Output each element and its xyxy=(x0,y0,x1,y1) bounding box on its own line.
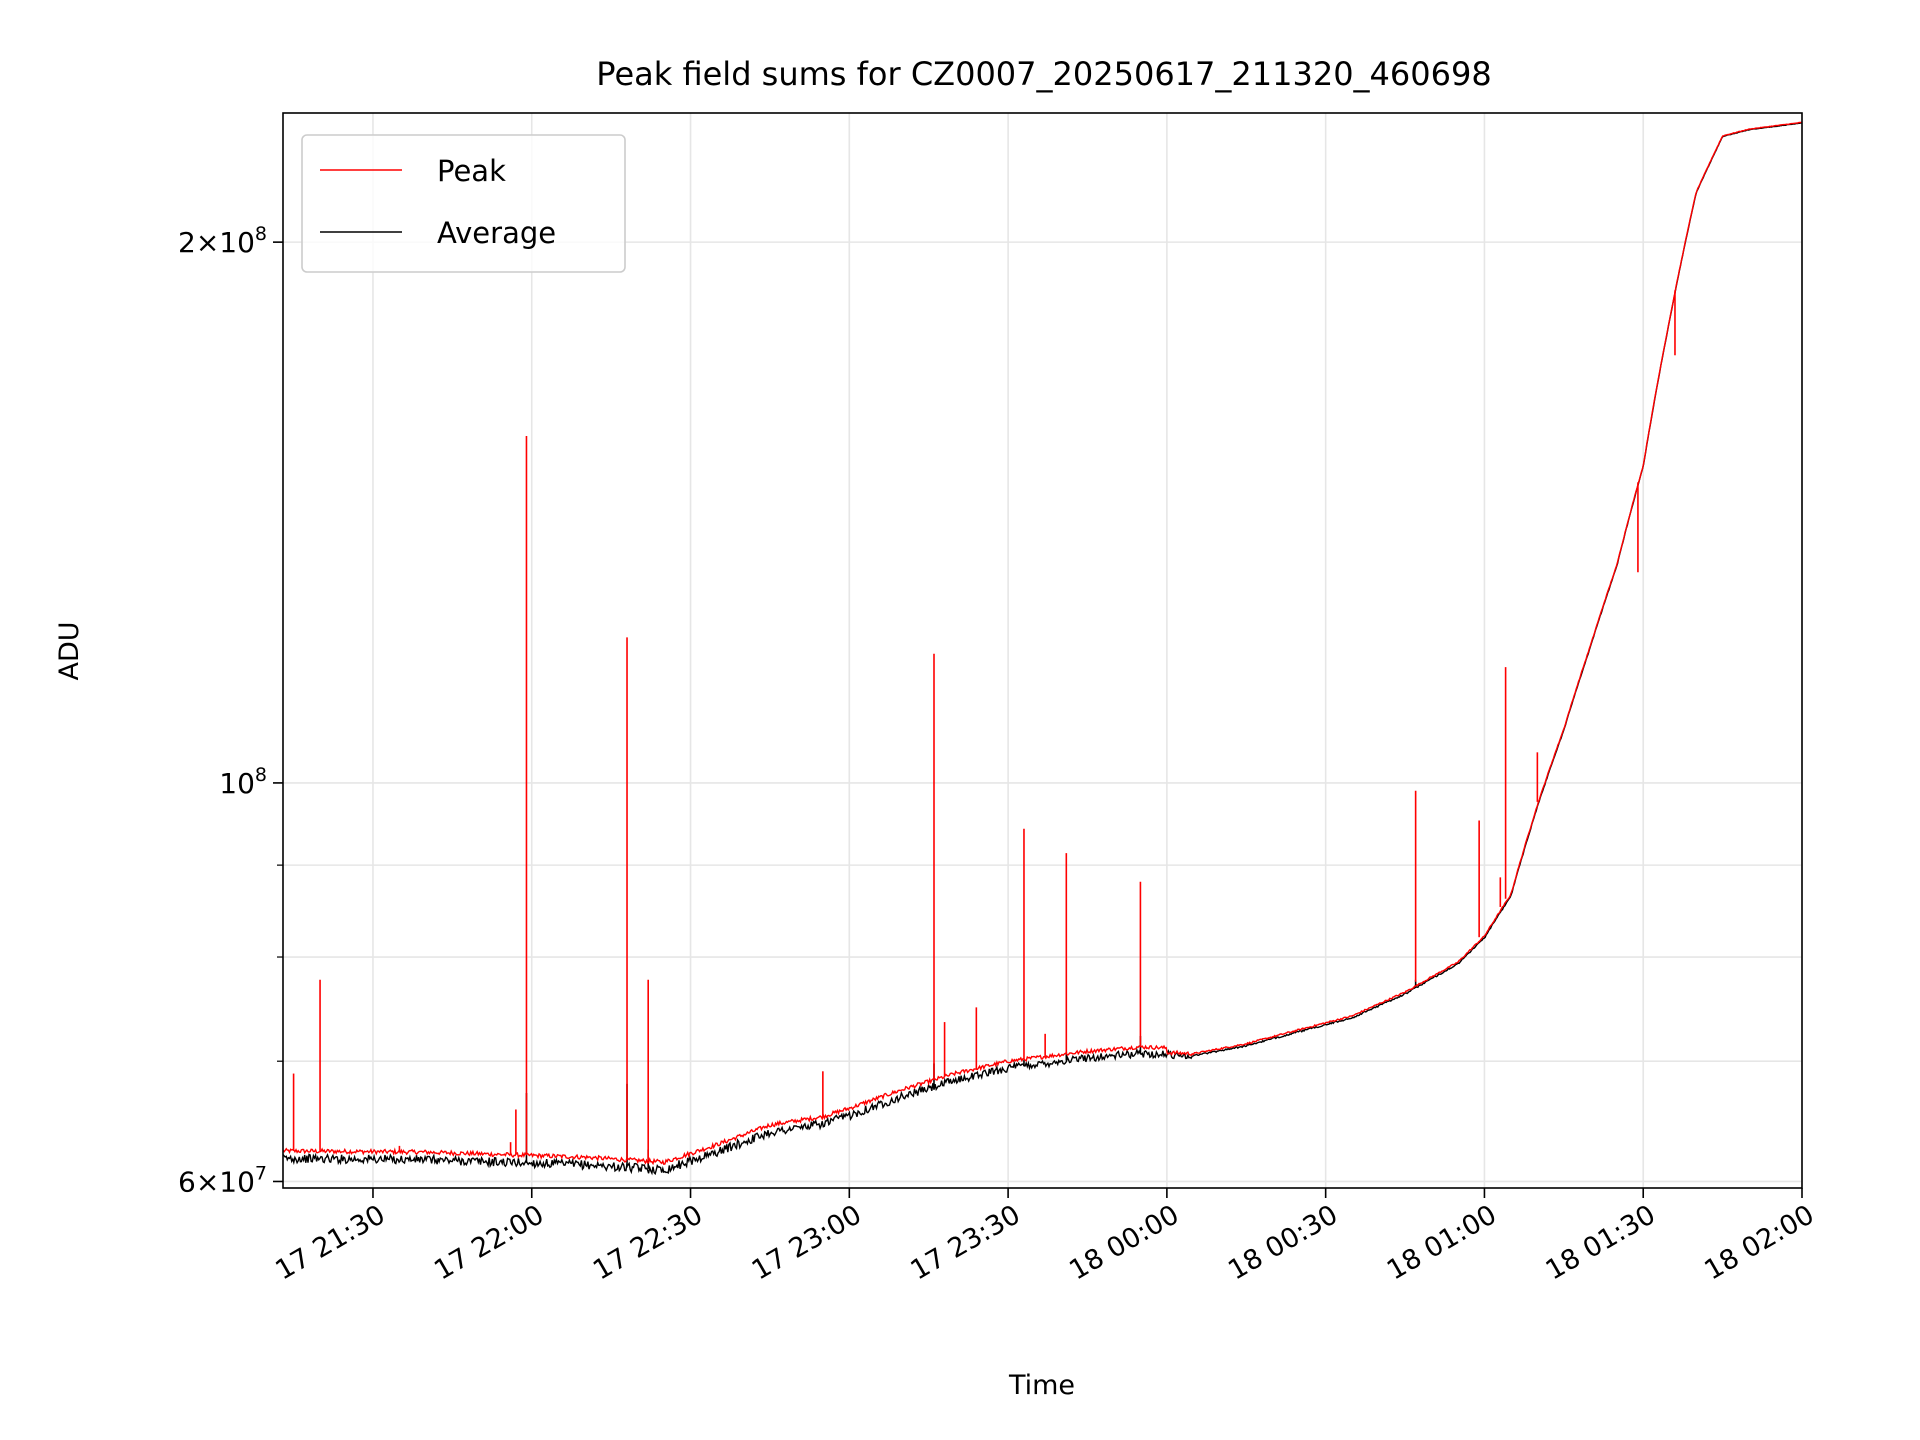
plot-frame xyxy=(282,112,1803,1189)
legend: Peak Average xyxy=(301,134,626,273)
series-layer xyxy=(282,121,1803,1176)
x-axis-label: Time xyxy=(1008,1370,1075,1401)
y-tick-exponent: 8 xyxy=(255,223,267,245)
chart-title: Peak field sums for CZ0007_20250617_2113… xyxy=(596,55,1491,93)
y-axis-label: ADU xyxy=(54,621,85,680)
y-tick-label: 2×108 xyxy=(178,223,267,259)
y-tick-label: 6×107 xyxy=(178,1162,267,1198)
y-tick-exponent: 8 xyxy=(255,764,267,786)
plot-area xyxy=(283,113,1802,1188)
y-tick-exponent: 7 xyxy=(255,1162,267,1184)
peak-line xyxy=(282,121,1803,1166)
legend-label-peak: Peak xyxy=(437,154,506,188)
legend-box xyxy=(301,134,626,273)
series-peak xyxy=(282,121,1803,1166)
legend-label-average: Average xyxy=(437,216,556,250)
